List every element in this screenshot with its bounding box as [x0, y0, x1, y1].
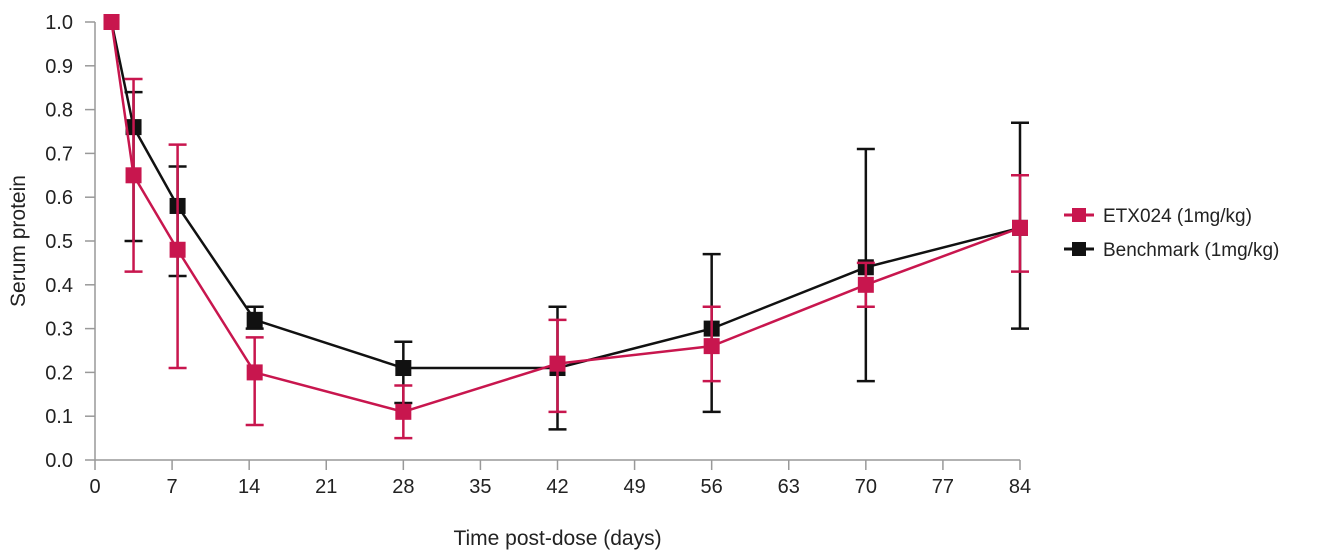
data-point — [549, 355, 566, 372]
x-axis-ticks: 0 7 14 21 28 35 42 49 56 63 70 77 84 — [89, 460, 1031, 498]
x-tick-label: 14 — [238, 476, 260, 498]
y-tick-label: 0.7 — [45, 143, 73, 165]
data-point — [103, 14, 120, 30]
x-tick-label: 56 — [701, 476, 723, 498]
y-tick-label: 0.9 — [45, 56, 73, 78]
data-point — [125, 167, 142, 184]
legend-label: Benchmark (1mg/kg) — [1103, 240, 1279, 261]
x-tick-label: 0 — [89, 476, 100, 498]
series-etx024 — [103, 14, 1029, 440]
series-line — [110, 21, 1021, 414]
y-tick-label: 0.6 — [45, 187, 73, 209]
y-axis-title: Serum protein — [7, 175, 30, 307]
legend-marker — [1072, 208, 1086, 222]
data-point — [246, 311, 263, 328]
data-point — [857, 276, 874, 293]
data-point — [395, 360, 412, 377]
data-point — [1012, 219, 1028, 236]
x-tick-label: 7 — [167, 476, 178, 498]
data-point — [703, 338, 720, 355]
y-tick-label: 0.8 — [45, 100, 73, 122]
y-axis-ticks: 0.0 0.1 0.2 0.3 0.4 0.5 0.6 0.7 0.8 0.9 1.0 — [45, 12, 95, 472]
x-tick-label: 35 — [469, 476, 491, 498]
y-tick-label: 0.3 — [45, 319, 73, 341]
y-tick-label: 0.5 — [45, 231, 73, 253]
series-layer — [103, 14, 1029, 440]
legend-item: ETX024 (1mg/kg) — [1064, 206, 1252, 227]
data-point — [246, 364, 263, 381]
legend-item: Benchmark (1mg/kg) — [1064, 240, 1279, 261]
data-point — [395, 403, 412, 420]
y-tick-label: 0.0 — [45, 450, 73, 472]
x-tick-label: 42 — [546, 476, 568, 498]
y-tick-label: 1.0 — [45, 12, 73, 34]
x-tick-label: 77 — [932, 476, 954, 498]
y-tick-label: 0.4 — [45, 275, 73, 297]
legend: ETX024 (1mg/kg) Benchmark (1mg/kg) — [1064, 206, 1279, 261]
x-axis-title: Time post-dose (days) — [453, 527, 661, 550]
x-tick-label: 63 — [778, 476, 800, 498]
x-tick-label: 84 — [1009, 476, 1031, 498]
x-tick-label: 70 — [855, 476, 877, 498]
y-tick-label: 0.2 — [45, 362, 73, 384]
legend-marker — [1072, 242, 1086, 256]
data-point — [169, 241, 186, 258]
x-tick-label: 21 — [315, 476, 337, 498]
x-tick-label: 49 — [623, 476, 645, 498]
x-tick-label: 28 — [392, 476, 414, 498]
legend-label: ETX024 (1mg/kg) — [1103, 206, 1252, 227]
y-tick-label: 0.1 — [45, 406, 73, 428]
series-benchmark — [103, 14, 1029, 431]
